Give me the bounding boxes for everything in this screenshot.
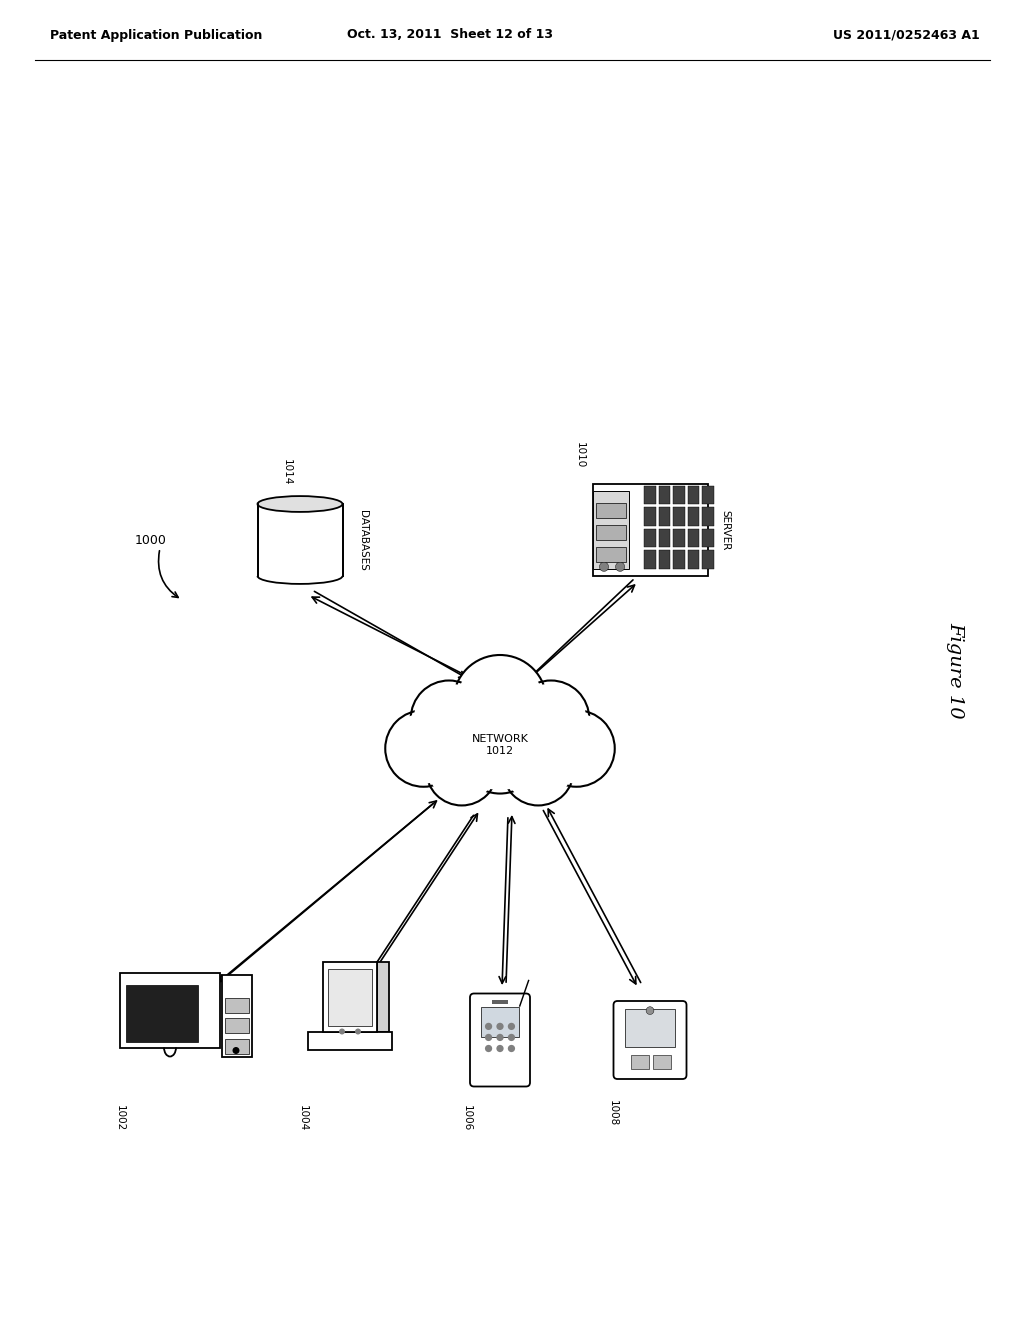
Circle shape [339, 1028, 345, 1035]
Circle shape [485, 1034, 493, 1041]
Bar [120, 973, 220, 1048]
Circle shape [646, 1007, 654, 1015]
Circle shape [539, 710, 614, 787]
Circle shape [508, 1034, 515, 1041]
Bar [658, 486, 671, 504]
Bar [688, 486, 699, 504]
Bar [378, 962, 389, 1031]
Text: 1008: 1008 [608, 1100, 618, 1126]
Bar [702, 507, 714, 525]
Bar [653, 1056, 672, 1069]
Bar [673, 486, 685, 504]
Bar [658, 550, 671, 569]
Bar [673, 507, 685, 525]
Circle shape [454, 655, 547, 748]
Bar [644, 529, 655, 548]
Bar [596, 503, 626, 517]
Bar [493, 1001, 508, 1005]
Text: 1004: 1004 [298, 1105, 308, 1131]
Bar [329, 969, 372, 1027]
Ellipse shape [257, 496, 342, 512]
Circle shape [414, 684, 484, 754]
Bar [673, 550, 685, 569]
Text: US 2011/0252463 A1: US 2011/0252463 A1 [834, 29, 980, 41]
Circle shape [485, 1023, 493, 1030]
Circle shape [411, 681, 487, 756]
Bar [631, 1056, 648, 1069]
Text: SERVER: SERVER [720, 510, 730, 550]
Bar [658, 507, 671, 525]
Bar [644, 486, 655, 504]
Circle shape [516, 684, 586, 754]
Text: 1000: 1000 [135, 533, 167, 546]
Circle shape [463, 715, 538, 791]
Text: NETWORK
1012: NETWORK 1012 [472, 734, 528, 756]
Circle shape [426, 734, 498, 805]
Circle shape [503, 734, 573, 805]
Circle shape [429, 737, 495, 803]
Bar [257, 504, 342, 576]
Bar [481, 1007, 519, 1036]
Circle shape [457, 659, 543, 744]
Circle shape [497, 1034, 504, 1041]
Circle shape [508, 1045, 515, 1052]
Circle shape [513, 681, 589, 756]
Circle shape [497, 1023, 504, 1030]
Text: 1002: 1002 [115, 1105, 125, 1131]
Circle shape [506, 737, 571, 803]
Circle shape [232, 1047, 240, 1053]
Bar [688, 529, 699, 548]
Bar [225, 998, 249, 1012]
Bar [673, 529, 685, 548]
Text: Figure 10: Figure 10 [946, 622, 964, 718]
Bar [225, 1018, 249, 1034]
FancyBboxPatch shape [470, 994, 530, 1086]
Text: 1014: 1014 [282, 458, 292, 484]
Bar [323, 962, 378, 1031]
Circle shape [599, 562, 608, 572]
Bar [593, 484, 708, 576]
Circle shape [497, 1045, 504, 1052]
Circle shape [485, 1045, 493, 1052]
Text: Patent Application Publication: Patent Application Publication [50, 29, 262, 41]
Bar [644, 507, 655, 525]
Circle shape [388, 713, 459, 784]
Text: 1006: 1006 [462, 1105, 472, 1131]
Bar [596, 548, 626, 562]
Text: DATABASES: DATABASES [358, 510, 368, 570]
Text: 1010: 1010 [575, 442, 585, 469]
Bar [658, 529, 671, 548]
Circle shape [385, 710, 462, 787]
Text: Oct. 13, 2011  Sheet 12 of 13: Oct. 13, 2011 Sheet 12 of 13 [347, 29, 553, 41]
Circle shape [542, 713, 611, 784]
Bar [626, 1010, 675, 1047]
Bar [702, 529, 714, 548]
Bar [644, 550, 655, 569]
Bar [308, 1031, 392, 1051]
Bar [126, 985, 198, 1041]
Bar [593, 491, 630, 569]
Bar [702, 550, 714, 569]
Circle shape [355, 1028, 361, 1035]
Bar [225, 1039, 249, 1053]
Bar [222, 974, 252, 1056]
Circle shape [459, 711, 541, 793]
Circle shape [508, 1023, 515, 1030]
Bar [688, 550, 699, 569]
Bar [596, 525, 626, 540]
Bar [688, 507, 699, 525]
Circle shape [615, 562, 625, 572]
FancyBboxPatch shape [613, 1001, 686, 1078]
Bar [702, 486, 714, 504]
